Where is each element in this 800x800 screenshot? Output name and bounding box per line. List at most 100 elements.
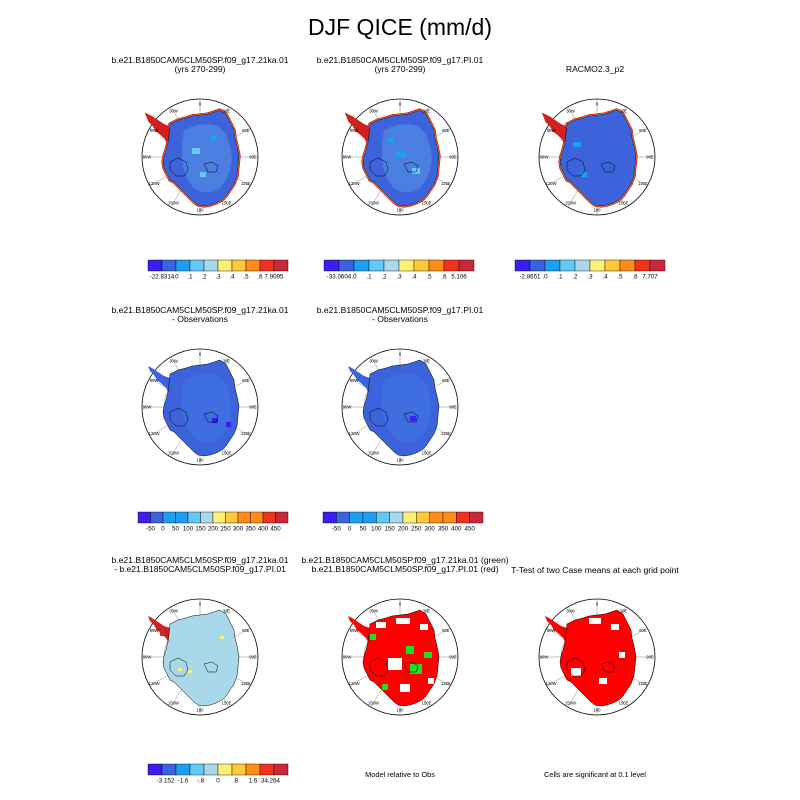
colorbar-label: 0 <box>161 526 165 533</box>
map-panel-p2: 0 30E 60E 90E 120E 150E 180 150W 120W 90W 60W 30W <box>341 98 459 216</box>
colorbar-box <box>456 511 470 524</box>
map-panel-p6: 0 30E 60E 90E 120E 150E 180 150W 120W 90W 60W 30W <box>141 598 259 716</box>
colorbar-box <box>619 259 636 272</box>
meridian-label: 0 <box>399 102 402 107</box>
meridian-label: 60E <box>242 628 250 633</box>
meridian-label: 90W <box>343 155 352 160</box>
meridian-label: 120E <box>441 181 451 186</box>
meridian-label: 120E <box>241 681 251 686</box>
colorbar-p1: -22.8314.0 .1 .2 .3 .4 .5 .6 7.9095 <box>147 259 289 281</box>
meridian-label: 90W <box>143 655 152 660</box>
meridian-label: 90E <box>249 655 257 660</box>
panel-title-line1: T-Test of two Case means at each grid po… <box>511 565 679 575</box>
interior-region <box>182 374 232 442</box>
colorbar-box <box>231 763 247 776</box>
colorbar-label: .5 <box>426 274 432 281</box>
colorbar-label: 100 <box>183 526 194 533</box>
colorbar-label: .1 <box>366 274 372 281</box>
panel-title-p8: T-Test of two Case means at each grid po… <box>500 566 690 575</box>
colorbar-label: .6 <box>632 274 638 281</box>
coastline <box>559 109 637 207</box>
map-panel-p3: 0 30E 60E 90E 120E 150E 180 150W 120W 90W 60W 30W <box>538 98 656 216</box>
map-panel-p4: 0 30E 60E 90E 120E 150E 180 150W 120W 90W 60W 30W <box>141 348 259 466</box>
colorbar-label: .2 <box>381 274 387 281</box>
ice-sheet <box>560 610 636 706</box>
map-panel-p5: 0 30E 60E 90E 120E 150E 180 150W 120W 90W 60W 30W <box>341 348 459 466</box>
meridian-label: 150E <box>422 700 432 705</box>
colorbar-label: 300 <box>425 526 436 533</box>
colorbar-box <box>187 511 201 524</box>
meridian-label: 60W <box>150 628 159 633</box>
colorbar-box <box>212 511 226 524</box>
ice-shelf-outline <box>203 411 219 423</box>
panel-title-p5: b.e21.B1850CAM5CLM50SP.f09_g17.PI.01 - O… <box>310 306 490 324</box>
colorbar-box <box>589 259 606 272</box>
colorbar-label: 250 <box>411 526 422 533</box>
colorbar-label: 5.106 <box>451 274 467 281</box>
meridian-label: 90E <box>449 405 457 410</box>
colorbar-box <box>398 259 415 272</box>
antarctic-peninsula <box>148 366 170 392</box>
colorbar-box <box>413 259 430 272</box>
meridian-label: 60W <box>350 128 359 133</box>
meridian-label: 120W <box>149 681 160 686</box>
panel-title-p2: b.e21.B1850CAM5CLM50SP.f09_g17.PI.01 (yr… <box>310 56 490 74</box>
meridian-label: 120W <box>149 431 160 436</box>
panel-title-p4: b.e21.B1850CAM5CLM50SP.f09_g17.21ka.01 -… <box>110 306 290 324</box>
meridian-label: 150W <box>368 200 379 205</box>
colorbar-box <box>250 511 264 524</box>
colorbar-label: .3 <box>587 274 593 281</box>
value-patch <box>396 618 410 624</box>
colorbar-box <box>376 511 390 524</box>
colorbar-box <box>273 259 289 272</box>
value-patch <box>160 630 164 636</box>
colorbar-label: 150 <box>385 526 396 533</box>
colorbar-label: 50 <box>172 526 179 533</box>
coastline <box>362 109 440 207</box>
panel-title-line2: b.e21.B1850CAM5CLM50SP.f09_g17.PI.01 (re… <box>311 564 499 574</box>
colorbar-box <box>443 259 460 272</box>
value-patch <box>410 664 422 674</box>
map-panel-p1: 0 30E 60E 90E 120E 150E 180 150W 120W 90W 60W 30W <box>141 98 259 216</box>
colorbar-box <box>338 259 355 272</box>
colorbar-box <box>574 259 591 272</box>
panel-title-line1: b.e21.B1850CAM5CLM50SP.f09_g17.21ka.01 <box>111 305 289 315</box>
colorbar-label: .0 <box>542 274 548 281</box>
colorbar-label: 350 <box>438 526 449 533</box>
meridian-label: 90W <box>343 655 352 660</box>
colorbar-box <box>323 259 340 272</box>
colorbar-label: 350 <box>245 526 256 533</box>
colorbar-box <box>634 259 651 272</box>
colorbar-label: .2 <box>572 274 578 281</box>
panel-title-line2: - Observations <box>172 314 228 324</box>
meridian-label: 60E <box>639 128 647 133</box>
meridian-label: 120W <box>546 181 557 186</box>
colorbar-box <box>469 511 484 524</box>
ice-sheet <box>163 610 239 706</box>
colorbar-box <box>203 763 219 776</box>
colorbar-box <box>544 259 561 272</box>
colorbar-box <box>353 259 370 272</box>
colorbar-label: -50 <box>146 526 156 533</box>
colorbar-label: .3 <box>215 274 221 281</box>
meridian-label: 90W <box>143 405 152 410</box>
colorbar-label: 50 <box>360 526 367 533</box>
meridian-label: 150E <box>619 700 629 705</box>
colorbar-label: -50 <box>332 526 342 533</box>
interior-region <box>579 124 629 192</box>
meridian-label: 120W <box>349 181 360 186</box>
value-patch <box>406 646 414 654</box>
colorbar-box <box>147 763 163 776</box>
colorbar-label: -.8 <box>197 778 205 785</box>
meridian-label: 30W <box>169 109 178 114</box>
meridian-label: 150E <box>422 450 432 455</box>
colorbar-box <box>203 259 219 272</box>
meridian-label: 120E <box>441 681 451 686</box>
colorbar-label: 200 <box>398 526 409 533</box>
coastline <box>362 359 440 457</box>
antarctic-peninsula <box>148 616 170 642</box>
value-patch <box>573 142 581 147</box>
ice-shelf-outline <box>203 661 219 673</box>
meridian-label: 150W <box>168 700 179 705</box>
panel-title-p7: b.e21.B1850CAM5CLM50SP.f09_g17.21ka.01 (… <box>300 556 510 574</box>
